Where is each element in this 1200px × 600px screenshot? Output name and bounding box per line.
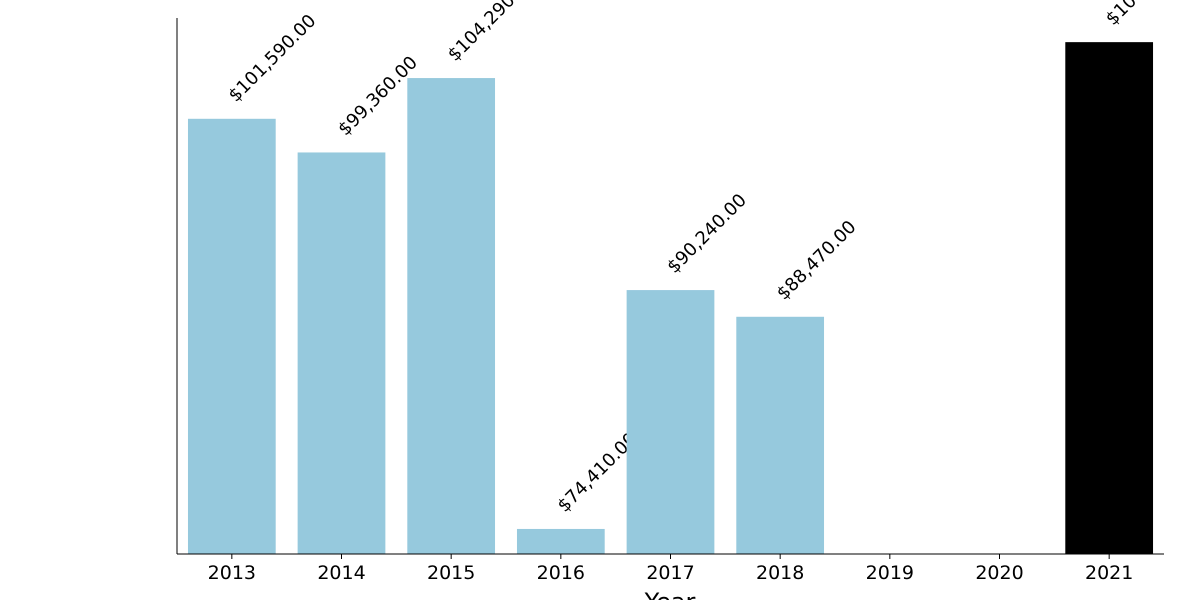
x-tick-label: 2016 (537, 562, 585, 584)
x-tick-label: 2018 (756, 562, 804, 584)
value-label: $90,240.00 (663, 190, 751, 278)
x-tick-label: 2020 (975, 562, 1023, 584)
x-tick-label: 2013 (208, 562, 256, 584)
value-label: $104,290.00 (444, 0, 540, 66)
value-label: $101,590.00 (225, 11, 321, 107)
x-tick-label: 2021 (1085, 562, 1133, 584)
x-axis-label: Year (644, 588, 696, 600)
x-tick-label: 2019 (866, 562, 914, 584)
x-tick-label: 2014 (317, 562, 365, 584)
bar (187, 118, 276, 554)
bar (407, 78, 496, 554)
bar (736, 316, 825, 554)
bar (1065, 42, 1154, 555)
bar (626, 290, 715, 554)
bar (516, 528, 605, 554)
value-label: $88,470.00 (773, 217, 861, 305)
bar (297, 152, 386, 554)
x-tick-label: 2017 (646, 562, 694, 584)
value-label: $106,670.00 (1102, 0, 1198, 30)
x-tick-label: 2015 (427, 562, 475, 584)
